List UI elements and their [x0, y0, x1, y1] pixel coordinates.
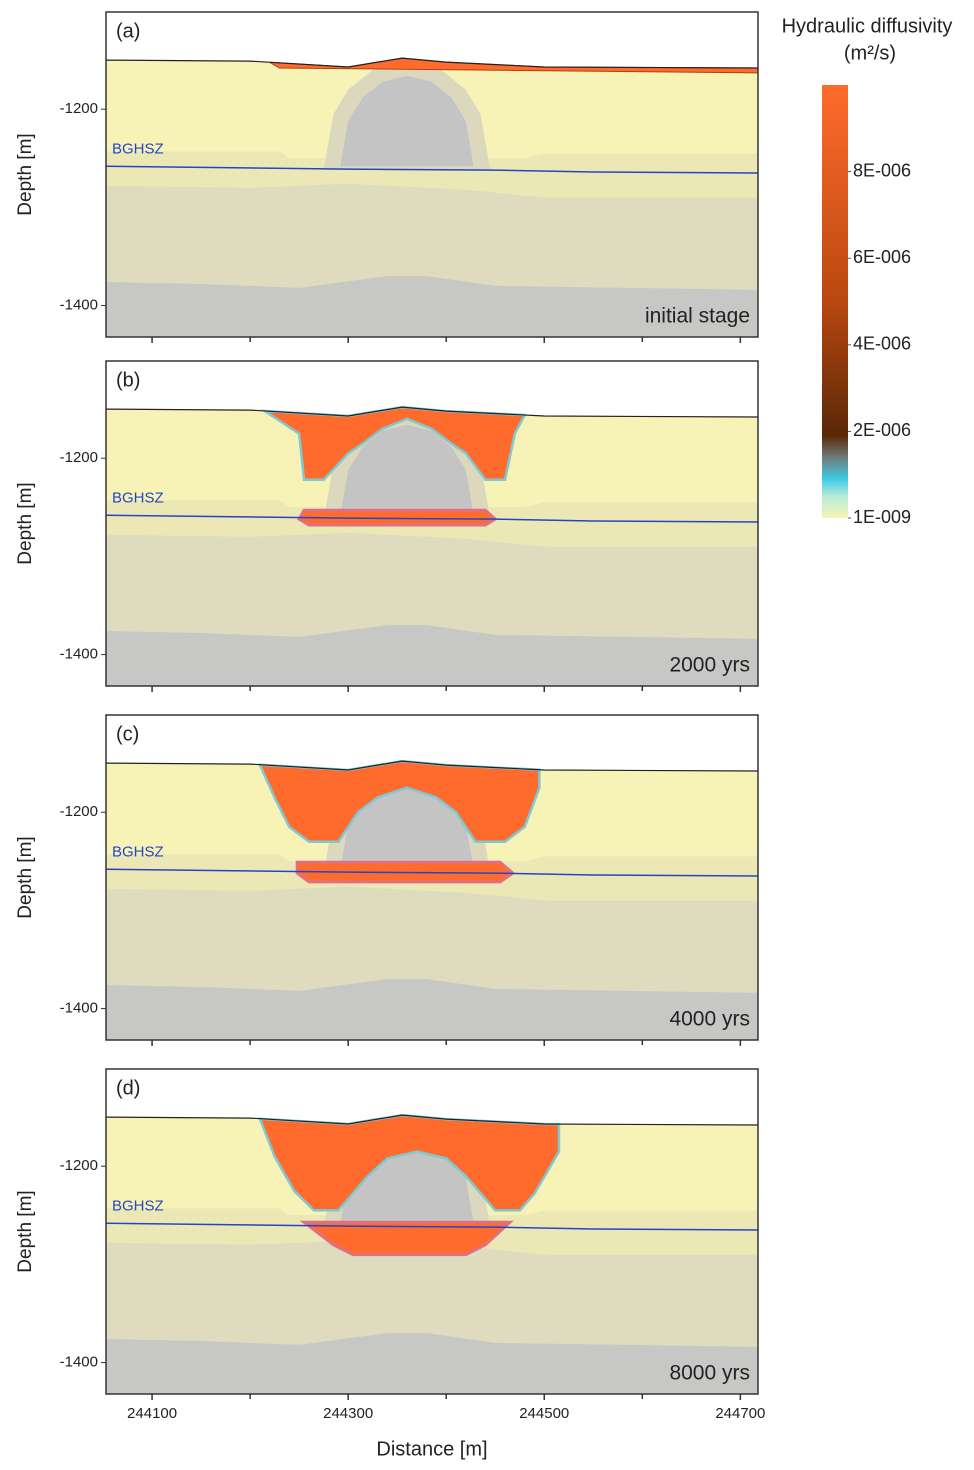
y-tick-label: -1200 [60, 100, 98, 117]
high-diffusivity-zone [297, 508, 498, 527]
seafloor [106, 1114, 758, 1126]
seafloor [106, 57, 758, 69]
y-tick-label: -1400 [60, 1354, 98, 1371]
x-tick-label: 244300 [323, 1405, 373, 1422]
x-axis-label: Distance [m] [376, 1438, 487, 1460]
plot-area [106, 12, 758, 337]
bghsz-label: BGHSZ [112, 1197, 164, 1214]
seafloor [106, 406, 758, 418]
bghsz-label: BGHSZ [112, 489, 164, 506]
layer [106, 979, 758, 1040]
panel-label: (b) [116, 369, 140, 391]
layer [106, 625, 758, 686]
y-axis-label: Depth [m] [15, 133, 36, 215]
panel: BGHSZ (b) 2000 yrs Depth [m] -1200 -1400 [15, 360, 759, 692]
y-axis-label: Depth [m] [15, 836, 36, 918]
plot-area [106, 1069, 758, 1394]
y-tick-label: -1200 [60, 449, 98, 466]
bghsz-line [106, 514, 758, 523]
stage-label: 4000 yrs [669, 1008, 750, 1031]
dome [340, 75, 474, 167]
colorbar-title: Hydraulic diffusivity [782, 15, 953, 37]
colorbar-unit: (m²/s) [844, 42, 896, 64]
colorbar-tick-label: 4E-006 [853, 334, 911, 354]
plot-frame [105, 360, 759, 687]
colorbar-tick-label: 2E-006 [853, 420, 911, 440]
panel-label: (c) [116, 723, 139, 745]
x-tick-label: 244700 [715, 1405, 765, 1422]
stage-label: 8000 yrs [669, 1362, 750, 1385]
bghsz-line [106, 1222, 758, 1231]
panel: BGHSZ (d) 8000 yrs Depth [m] -1200 -1400 24410… [15, 1068, 765, 1422]
y-tick-label: -1400 [60, 297, 98, 314]
high-diffusivity-zone [299, 1220, 514, 1257]
bghsz-line [106, 868, 758, 877]
colorbar-tick-label: 8E-006 [853, 160, 911, 180]
bghsz-label: BGHSZ [112, 140, 164, 157]
panel-label: (d) [116, 1077, 140, 1099]
bghsz-line [106, 165, 758, 174]
plot-frame [105, 1068, 759, 1395]
colorbar-tick-label: 1E-009 [853, 507, 911, 527]
panel: BGHSZ (c) 4000 yrs Depth [m] -1200 -1400 [15, 714, 759, 1046]
y-tick-label: -1200 [60, 803, 98, 820]
plot-frame [105, 714, 759, 1041]
y-axis-label: Depth [m] [15, 1190, 36, 1272]
layer [106, 1333, 758, 1394]
colorbar-tick-label: 6E-006 [853, 247, 911, 267]
x-tick-label: 244100 [127, 1405, 177, 1422]
stage-label: 2000 yrs [669, 654, 750, 677]
stage-label: initial stage [645, 305, 750, 328]
panel-label: (a) [116, 20, 140, 42]
layer [106, 276, 758, 337]
colorbar [822, 85, 848, 518]
plot-area [106, 361, 758, 686]
y-axis-label: Depth [m] [15, 482, 36, 564]
bghsz-label: BGHSZ [112, 843, 164, 860]
y-tick-label: -1400 [60, 646, 98, 663]
y-tick-label: -1200 [60, 1157, 98, 1174]
x-tick-label: 244500 [519, 1405, 569, 1422]
panel: BGHSZ (a) initial stage Depth [m] -1200 -1400 [15, 11, 759, 343]
plot-area [106, 715, 758, 1040]
plot-frame [105, 11, 759, 338]
y-tick-label: -1400 [60, 1000, 98, 1017]
dome [340, 424, 474, 516]
seafloor [106, 760, 758, 772]
